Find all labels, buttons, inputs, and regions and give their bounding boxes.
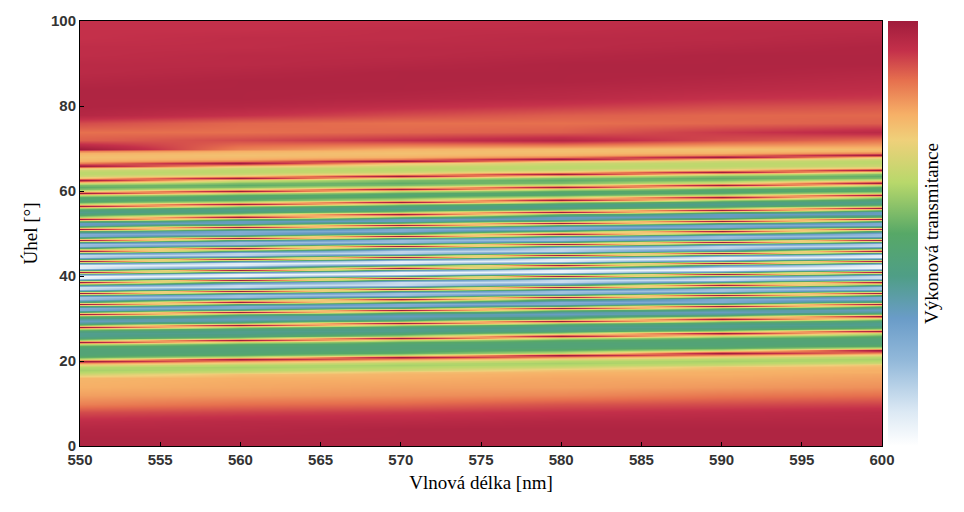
svg-text:585: 585 xyxy=(629,451,654,468)
svg-text:595: 595 xyxy=(789,451,814,468)
svg-text:20: 20 xyxy=(59,352,76,369)
svg-text:570: 570 xyxy=(388,451,413,468)
svg-text:Vlnová délka [nm]: Vlnová délka [nm] xyxy=(409,472,553,493)
svg-text:550: 550 xyxy=(67,451,92,468)
svg-text:560: 560 xyxy=(228,451,253,468)
svg-text:0: 0 xyxy=(68,437,76,454)
svg-text:590: 590 xyxy=(709,451,734,468)
svg-text:Úhel [°]: Úhel [°] xyxy=(20,203,41,265)
svg-text:80: 80 xyxy=(59,97,76,114)
svg-text:575: 575 xyxy=(468,451,493,468)
svg-text:40: 40 xyxy=(59,267,76,284)
svg-text:555: 555 xyxy=(148,451,173,468)
svg-text:Výkonová transmitance: Výkonová transmitance xyxy=(921,143,942,324)
svg-text:580: 580 xyxy=(549,451,574,468)
svg-text:565: 565 xyxy=(308,451,333,468)
svg-text:100: 100 xyxy=(51,12,76,29)
svg-text:600: 600 xyxy=(869,451,894,468)
svg-text:60: 60 xyxy=(59,182,76,199)
